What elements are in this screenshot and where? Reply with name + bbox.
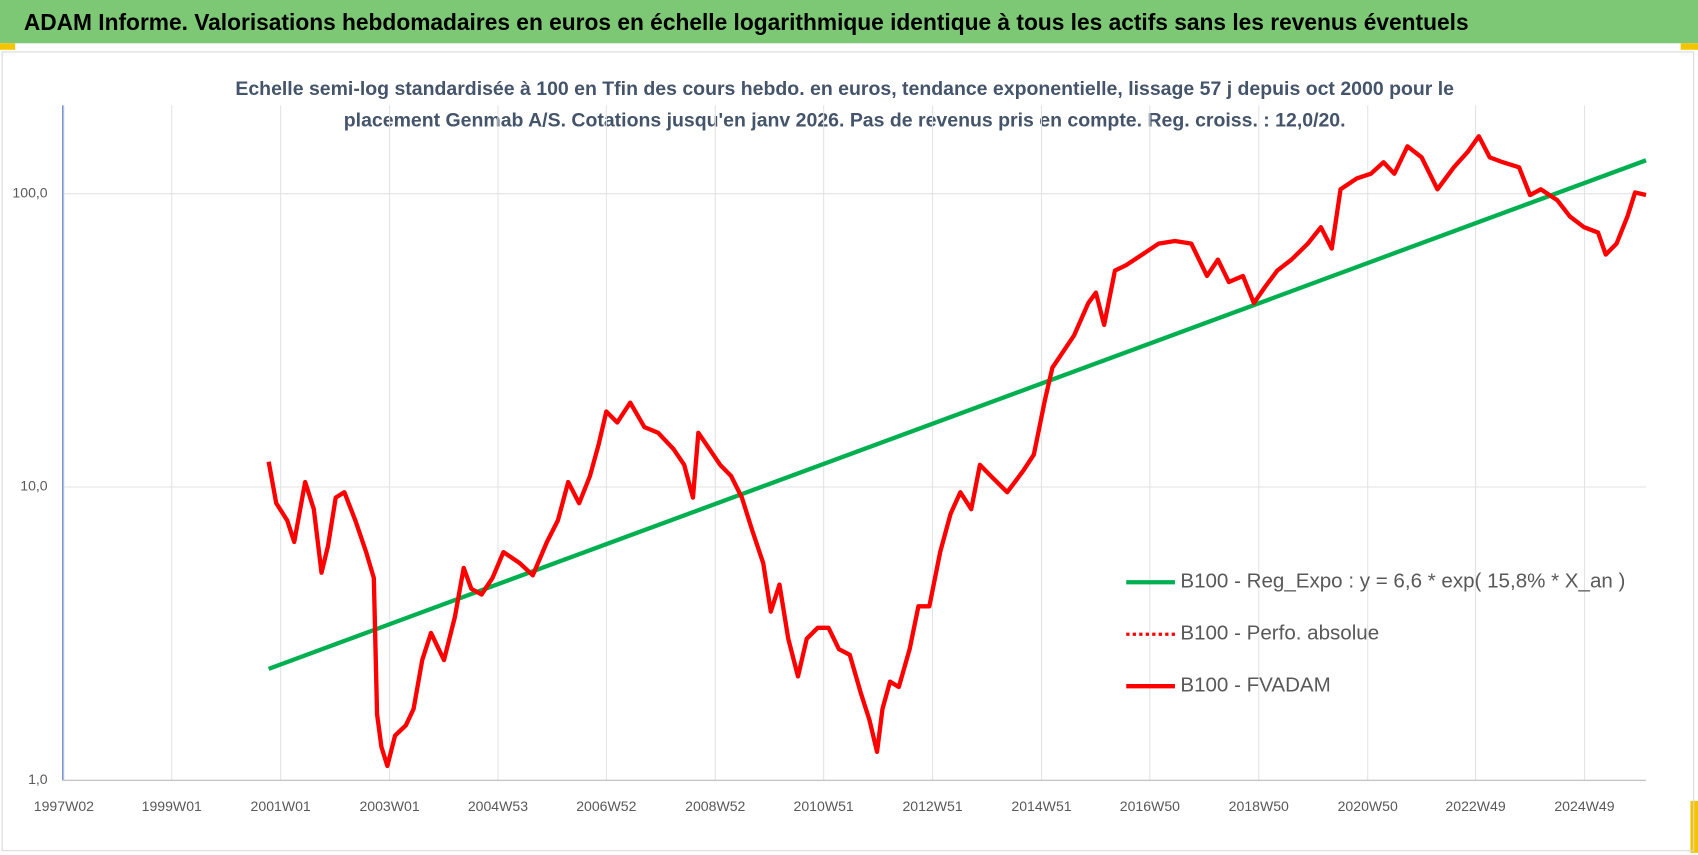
header-bar (0, 0, 1698, 44)
x-tick-label: 2024W49 (1554, 798, 1614, 814)
y-tick-label: 100,0 (12, 184, 47, 200)
y-tick-label: 10,0 (20, 478, 48, 494)
x-tick-label: 2001W01 (251, 798, 311, 814)
x-tick-label: 2012W51 (902, 798, 962, 814)
x-tick-label: 2010W51 (794, 798, 854, 814)
x-tick-label: 2006W52 (576, 798, 636, 814)
header-title: ADAM Informe. Valorisations hebdomadaire… (24, 9, 1469, 35)
x-tick-label: 2004W53 (468, 798, 528, 814)
legend-label: B100 - FVADAM (1180, 674, 1330, 697)
y-tick-label: 1,0 (28, 771, 48, 787)
legend-label: B100 - Perfo. absolue (1180, 622, 1379, 645)
series-line (266, 134, 1647, 769)
series-line (267, 158, 1647, 671)
x-tick-label: 2008W52 (685, 798, 745, 814)
corner (0, 43, 16, 50)
x-tick-label: 2022W49 (1445, 798, 1505, 814)
corner (1680, 43, 1698, 50)
chart-frame (1, 51, 1695, 852)
x-tick-label: 2020W50 (1338, 798, 1398, 814)
x-tick-label: 2014W51 (1011, 798, 1071, 814)
x-tick-label: 2018W50 (1229, 798, 1289, 814)
legend-label: B100 - Reg_Expo : y = 6,6 * exp( 15,8% *… (1180, 570, 1625, 593)
x-tick-label: 2016W50 (1120, 798, 1180, 814)
x-tick-label: 2003W01 (359, 798, 419, 814)
x-tick-label: 1997W02 (34, 798, 94, 814)
x-tick-label: 1999W01 (142, 798, 202, 814)
chart-title: placement Genmab A/S. Cotations jusqu'en… (344, 109, 1346, 131)
chart-title: Echelle semi-log standardisée à 100 en T… (235, 78, 1454, 100)
